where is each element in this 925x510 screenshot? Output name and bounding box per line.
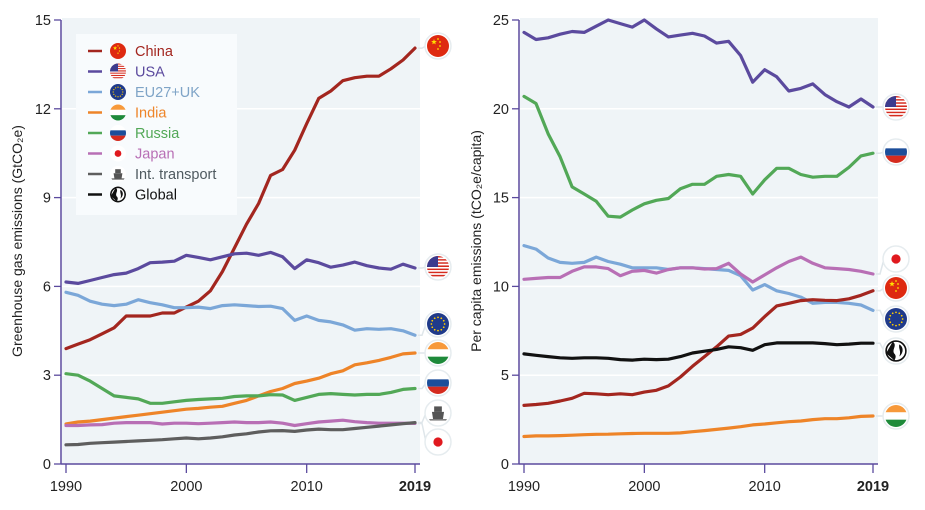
series-line-usa [522,18,875,109]
end-markers [876,93,910,430]
series-line-russia [522,94,875,219]
y-tick-label: 15 [35,13,51,29]
legend-item-eu: EU27+UK [88,84,200,101]
usa-flag-icon [427,256,449,278]
series-line-global [522,341,875,362]
series-line-eu [64,290,417,337]
y-tick-label: 15 [493,191,509,207]
series-line-india [64,351,417,426]
legend-label: USA [135,65,165,81]
per-capita-emissions-chart: 0 5 10 15 20 25 1990 2000 2010 2019 Per capita em… [468,13,910,495]
y-axis-title: Per capita emissions (tCO₂e/capita) [468,130,484,352]
series-layer [64,46,417,447]
legend-label: China [135,44,174,60]
legend-item-transport: Int. transport [88,166,216,183]
legend: China USA EU27+UK India Russia Japan Int. tran… [76,34,237,215]
y-tick-label: 3 [43,368,51,384]
y-axis-title: Greenhouse gas emissions (GtCO₂e) [9,125,25,357]
y-tick-label: 20 [493,102,509,118]
usa-flag-icon [110,63,126,80]
series-line-china [64,46,417,351]
y-tick-label: 25 [493,13,509,29]
x-tick-label: 2019 [399,479,431,495]
gridlines [519,108,878,376]
india-flag-icon [885,405,907,427]
eu-flag-icon [427,313,449,335]
y-tick-label: 12 [35,102,51,118]
y-tick-label: 0 [43,457,51,473]
plot-background [520,18,878,464]
russia-flag-icon [110,125,126,141]
usa-flag-icon [885,96,907,118]
globe-icon [885,340,907,362]
globe-icon [110,186,126,203]
china-flag-icon [110,43,126,59]
axes: 0 3 6 9 12 15 1990 2000 2010 2019 [35,13,431,495]
legend-item-russia: Russia [88,125,180,142]
legend-label: India [135,106,167,122]
legend-item-usa: USA [88,63,165,81]
japan-flag-icon [427,431,449,453]
legend-item-global: Global [88,186,177,204]
y-tick-label: 10 [493,279,509,295]
series-line-usa [64,250,417,285]
legend-label: Japan [135,147,175,163]
ship-icon [110,166,126,182]
legend-item-china: China [88,43,174,60]
china-flag-icon [427,35,449,57]
series-line-india [522,414,875,439]
series-layer [522,18,875,439]
china-flag-icon [885,277,907,299]
series-line-transport [64,421,417,447]
legend-item-japan: Japan [88,145,175,163]
end-markers [418,32,452,456]
x-tick-label: 2010 [291,479,323,495]
legend-label: Int. transport [135,167,216,183]
india-flag-icon [427,342,449,364]
eu-flag-icon [110,84,126,100]
y-tick-label: 0 [501,457,509,473]
russia-flag-icon [885,141,907,163]
marker-leader-japan [418,422,427,443]
legend-label: Russia [135,126,180,142]
marker-leader-japan [876,258,885,275]
series-line-russia [64,372,417,405]
japan-flag-icon [885,248,907,270]
series-line-japan [522,255,875,284]
russia-flag-icon [427,372,449,394]
x-tick-label: 2019 [857,479,889,495]
series-line-china [522,289,875,407]
india-flag-icon [110,104,126,121]
legend-box [76,34,237,215]
legend-label: Global [135,188,177,204]
x-tick-label: 1990 [508,479,540,495]
legend-item-india: India [88,104,167,122]
y-tick-label: 9 [43,191,51,207]
x-tick-label: 2010 [749,479,781,495]
y-tick-label: 5 [501,368,509,384]
legend-label: EU27+UK [135,85,200,101]
ship-icon [427,402,449,424]
eu-flag-icon [885,308,907,330]
y-tick-label: 6 [43,279,51,295]
axes: 0 5 10 15 20 25 1990 2000 2010 2019 [493,13,889,495]
total-emissions-chart: 0 3 6 9 12 15 1990 2000 2010 2019 Greenhouse gas … [9,13,452,495]
marker-leader-eu [418,323,427,336]
x-tick-label: 2000 [170,479,202,495]
series-line-japan [64,418,417,428]
japan-flag-icon [110,145,126,162]
x-tick-label: 1990 [50,479,82,495]
x-tick-label: 2000 [628,479,660,495]
